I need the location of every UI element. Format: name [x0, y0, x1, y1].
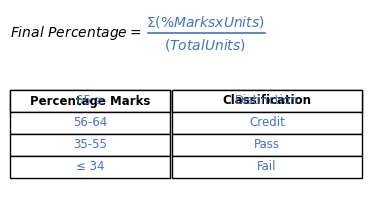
Text: Fail: Fail: [257, 161, 277, 173]
Bar: [172, 156, 362, 178]
Text: 56-64: 56-64: [73, 116, 107, 130]
Text: Pass: Pass: [254, 139, 280, 151]
Text: Distinction: Distinction: [235, 94, 299, 108]
Text: $\it{\Sigma(\%MarksxUnits)}$: $\it{\Sigma(\%MarksxUnits)}$: [146, 14, 264, 30]
Bar: [10, 90, 170, 112]
Text: Credit: Credit: [249, 116, 285, 130]
Text: 35-55: 35-55: [73, 139, 107, 151]
Text: Percentage Marks: Percentage Marks: [30, 94, 150, 108]
Bar: [172, 90, 362, 112]
Text: Classification: Classification: [222, 94, 311, 108]
Text: 65 ≥: 65 ≥: [76, 94, 104, 108]
Bar: [172, 90, 362, 112]
Text: ≤ 34: ≤ 34: [76, 161, 104, 173]
Bar: [10, 134, 170, 156]
Bar: [10, 112, 170, 134]
Text: $\it{(TotalUnits)}$: $\it{(TotalUnits)}$: [164, 37, 246, 53]
Bar: [172, 112, 362, 134]
Bar: [10, 90, 170, 112]
Text: $\it{Final\ Percentage=}$: $\it{Final\ Percentage=}$: [10, 24, 141, 42]
Bar: [10, 156, 170, 178]
Bar: [172, 134, 362, 156]
